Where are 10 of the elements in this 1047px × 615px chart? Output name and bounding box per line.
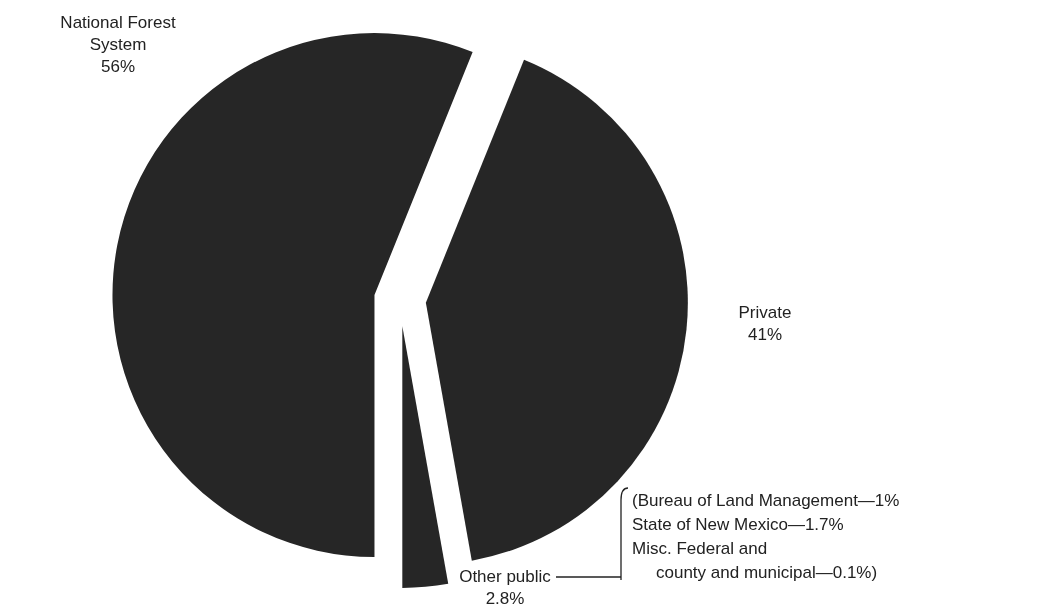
text: county and municipal—0.1%) xyxy=(656,563,878,582)
text: State of New Mexico—1.7% xyxy=(632,515,844,534)
data-label: 56% xyxy=(100,57,136,76)
text: (Bureau of Land Management—1% xyxy=(632,491,900,510)
text: Misc. Federal and xyxy=(632,539,768,558)
data-label: 41% xyxy=(747,325,783,344)
slice-label: Private xyxy=(738,303,792,322)
data-label: 2.8% xyxy=(485,589,525,608)
legend-label: Other public xyxy=(459,567,552,586)
slice-label: National Forest System xyxy=(60,13,176,54)
